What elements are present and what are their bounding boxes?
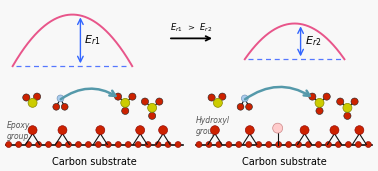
Circle shape [15, 142, 22, 148]
Circle shape [149, 112, 156, 119]
Circle shape [286, 142, 291, 148]
Circle shape [34, 93, 41, 100]
Circle shape [115, 93, 122, 100]
Circle shape [237, 103, 244, 110]
Circle shape [208, 94, 215, 101]
Circle shape [196, 142, 202, 148]
Circle shape [316, 107, 323, 114]
Circle shape [366, 142, 371, 148]
Circle shape [96, 126, 105, 135]
Circle shape [145, 142, 151, 148]
Circle shape [245, 126, 254, 135]
Text: $E_{r1}$: $E_{r1}$ [84, 34, 101, 47]
Text: Carbon substrate: Carbon substrate [242, 157, 327, 167]
Circle shape [246, 103, 253, 110]
Circle shape [165, 142, 171, 148]
Circle shape [323, 93, 330, 100]
Circle shape [148, 103, 156, 112]
Circle shape [337, 98, 344, 105]
Circle shape [129, 93, 136, 100]
Circle shape [273, 123, 283, 133]
Circle shape [242, 95, 248, 102]
Circle shape [309, 93, 316, 100]
Circle shape [211, 126, 219, 135]
Circle shape [36, 142, 42, 148]
Circle shape [6, 142, 12, 148]
Circle shape [305, 142, 311, 148]
Circle shape [28, 98, 37, 107]
Circle shape [246, 142, 252, 148]
Circle shape [115, 142, 121, 148]
Circle shape [105, 142, 111, 148]
Circle shape [355, 142, 361, 148]
Circle shape [28, 126, 37, 135]
Circle shape [276, 142, 282, 148]
Circle shape [351, 98, 358, 105]
Circle shape [156, 98, 163, 105]
Circle shape [355, 126, 364, 135]
Text: $E_{r1}$  >  $E_{r2}$: $E_{r1}$ > $E_{r2}$ [170, 22, 212, 34]
Circle shape [266, 142, 272, 148]
Circle shape [26, 142, 32, 148]
Circle shape [122, 107, 129, 114]
Circle shape [155, 142, 161, 148]
Circle shape [95, 142, 101, 148]
Circle shape [316, 142, 322, 148]
Circle shape [345, 142, 352, 148]
Circle shape [256, 142, 262, 148]
Circle shape [125, 142, 131, 148]
Circle shape [141, 98, 149, 105]
Circle shape [214, 98, 222, 107]
Circle shape [85, 142, 91, 148]
Circle shape [175, 142, 181, 148]
Text: $E_{r2}$: $E_{r2}$ [305, 35, 321, 48]
Circle shape [300, 126, 309, 135]
FancyArrowPatch shape [61, 89, 116, 99]
Circle shape [325, 142, 332, 148]
Text: Epoxy
group: Epoxy group [7, 121, 30, 141]
Circle shape [45, 142, 51, 148]
Text: Hydroxyl
group: Hydroxyl group [196, 116, 230, 136]
Circle shape [121, 98, 130, 107]
Circle shape [236, 142, 242, 148]
Circle shape [330, 126, 339, 135]
Circle shape [23, 94, 30, 101]
Circle shape [344, 112, 351, 119]
Circle shape [76, 142, 81, 148]
Circle shape [58, 126, 67, 135]
Circle shape [343, 103, 352, 112]
Text: Carbon substrate: Carbon substrate [52, 157, 137, 167]
Circle shape [57, 95, 64, 102]
Circle shape [65, 142, 71, 148]
Circle shape [135, 142, 141, 148]
FancyArrowPatch shape [245, 87, 310, 99]
Circle shape [226, 142, 232, 148]
Circle shape [61, 103, 68, 110]
Circle shape [315, 98, 324, 107]
Circle shape [159, 126, 167, 135]
Circle shape [53, 103, 60, 110]
Circle shape [136, 126, 145, 135]
Circle shape [219, 93, 226, 100]
Circle shape [56, 142, 62, 148]
Circle shape [216, 142, 222, 148]
Circle shape [206, 142, 212, 148]
Circle shape [296, 142, 302, 148]
Circle shape [335, 142, 341, 148]
